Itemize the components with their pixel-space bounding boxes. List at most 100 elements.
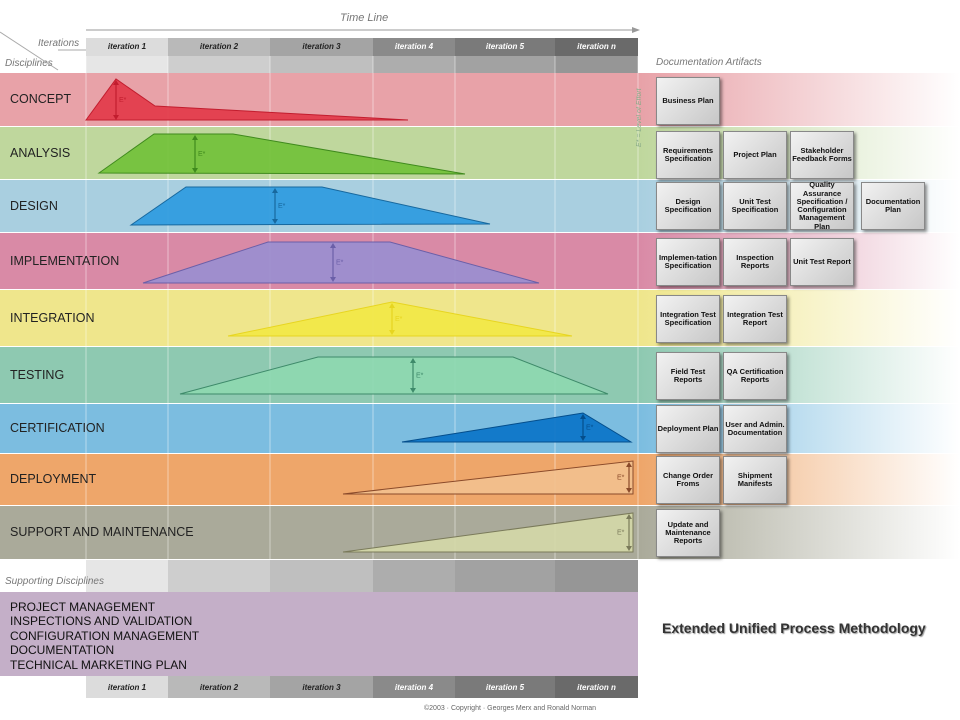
discipline-label-concept: CONCEPT [10,92,72,106]
timeline-arrowhead [632,27,640,33]
iteration-column-band [168,676,270,678]
discipline-label-implementation: IMPLEMENTATION [10,253,120,268]
effort-arrowhead-top-deployment [626,462,632,467]
artifact-shipment-manifests: Shipment Manifests [723,456,787,504]
methodology-title: Extended Unified Process Methodology [662,620,926,636]
effort-shape-certification [401,412,633,443]
artifact-project-plan: Project Plan [723,131,787,179]
effort-shape-integration [227,301,573,337]
supporting-discipline-documentation: DOCUMENTATION [10,643,115,657]
artifact-documentation-plan: Documentation Plan [861,182,925,230]
iteration-column-band [455,676,555,678]
effort-arrowhead-bottom-analysis [192,168,198,173]
effort-arrowhead-bottom-design [272,219,278,224]
effort-arrowhead-bottom-certification [580,436,586,441]
iteration-column-band [86,560,168,592]
artifact-unit-test-report: Unit Test Report [790,238,854,286]
iteration-column-band [168,560,270,592]
iteration-column-band [270,56,373,73]
header-diagonal [0,31,59,71]
artifact-unit-test-specification: Unit Test Specification [723,182,787,230]
artifact-implemen-tation-specification: Implemen-tation Specification [656,238,720,286]
supporting-disciplines-label: Supporting Disciplines [5,576,104,587]
artifact-requirements-specification: Requirements Specification [656,131,720,179]
effort-arrowhead-top-certification [580,414,586,419]
discipline-label-deployment: DEPLOYMENT [10,472,97,486]
artifact-deployment-plan: Deployment Plan [656,405,720,453]
effort-shape-deployment [342,460,634,495]
effort-arrowhead-bottom-concept [113,115,119,120]
effort-marker-certification: E* [586,425,594,432]
iteration-header-6: iteration n [555,38,638,56]
iteration-footer-6: iteration n [555,678,638,698]
supporting-discipline-configuration-management: CONFIGURATION MANAGEMENT [10,629,200,643]
iteration-column-band [555,676,638,678]
discipline-label-design: DESIGN [10,198,58,213]
supporting-discipline-project-management: PROJECT MANAGEMENT [10,600,156,614]
iteration-column-band [270,560,373,592]
supporting-disciplines-band [0,592,638,676]
iteration-column-band [455,560,555,592]
effort-marker-concept: E* [119,97,127,104]
iteration-column-band [373,676,455,678]
artifact-qa-certification-reports: QA Certification Reports [723,352,787,400]
iteration-footer-4: iteration 4 [373,678,455,698]
effort-arrowhead-bottom-integration [389,330,395,335]
artifact-design-specification: Design Specification [656,182,720,230]
iteration-column-band [86,676,168,678]
disciplines-label: Disciplines [5,58,53,69]
iteration-column-band [555,560,638,592]
iteration-header-4: iteration 4 [373,38,455,56]
discipline-label-support-and-maintenance: SUPPORT AND MAINTENANCE [10,525,194,539]
artifact-business-plan: Business Plan [656,77,720,125]
artifact-change-order-froms: Change Order Froms [656,456,720,504]
effort-arrowhead-top-design [272,188,278,193]
iteration-column-band [373,56,455,73]
effort-marker-deployment: E* [617,475,625,482]
discipline-label-integration: INTEGRATION [10,310,95,325]
effort-arrowhead-top-implementation [330,243,336,248]
effort-arrowhead-top-concept [113,80,119,85]
effort-shape-design [129,186,491,226]
effort-shape-analysis [97,133,466,175]
artifact-stakeholder-feedback-forms: Stakeholder Feedback Forms [790,131,854,179]
iteration-footer-5: iteration 5 [455,678,555,698]
discipline-label-testing: TESTING [10,367,65,382]
effort-marker-integration: E* [395,316,403,323]
effort-marker-implementation: E* [336,260,344,267]
artifact-integration-test-report: Integration Test Report [723,295,787,343]
iteration-column-band [455,56,555,73]
effort-arrowhead-bottom-deployment [626,488,632,493]
artifact-update-and-maintenance-reports: Update and Maintenance Reports [656,509,720,557]
effort-marker-support: E* [617,530,625,537]
effort-marker-design: E* [278,203,286,210]
effort-shape-concept [85,78,409,121]
artifact-field-test-reports: Field Test Reports [656,352,720,400]
copyright-text: ©2003 · Copyright · Georges Merx and Ron… [424,705,597,712]
effort-shape-support [342,512,634,553]
effort-marker-analysis: E* [198,151,206,158]
iteration-column-band [86,56,168,73]
level-of-effort-label: E* = Level of Effort [636,88,643,148]
discipline-label-certification: CERTIFICATION [10,421,105,435]
iteration-header-3: iteration 3 [270,38,373,56]
artifact-quality-assurance-specification-configuration-management-plan: Quality Assurance Specification / Config… [790,181,854,230]
effort-arrowhead-bottom-support [626,546,632,551]
iteration-header-1: iteration 1 [86,38,168,56]
iteration-column-band [373,560,455,592]
effort-arrowhead-top-support [626,514,632,519]
iteration-header-2: iteration 2 [168,38,270,56]
artifact-user-and-admin-documentation: User and Admin. Documentation [723,405,787,453]
iteration-column-band [168,56,270,73]
iteration-footer-2: iteration 2 [168,678,270,698]
iteration-header-5: iteration 5 [455,38,555,56]
iteration-column-band [555,56,638,73]
discipline-label-analysis: ANALYSIS [10,145,71,160]
iteration-column-band [270,676,373,678]
iteration-footer-1: iteration 1 [86,678,168,698]
effort-marker-testing: E* [416,373,424,380]
supporting-discipline-inspections-and-validation: INSPECTIONS AND VALIDATION [10,614,193,628]
effort-arrowhead-top-testing [410,358,416,363]
iterations-label: Iterations [38,38,80,49]
effort-arrowhead-top-integration [389,303,395,308]
